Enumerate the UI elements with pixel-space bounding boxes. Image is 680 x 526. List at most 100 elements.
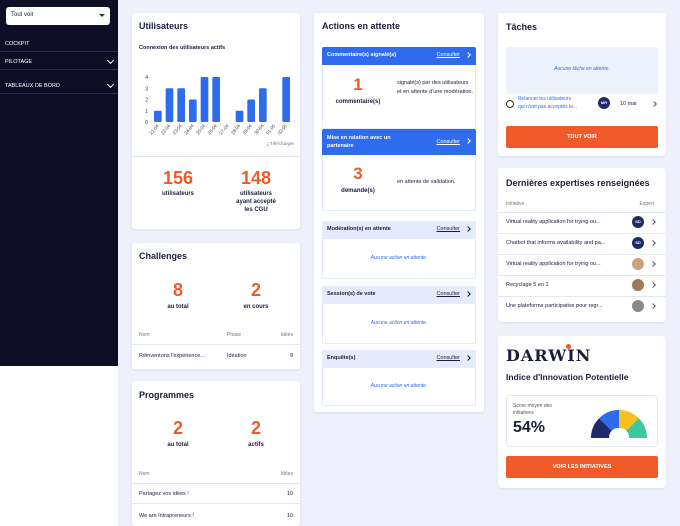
avatar (632, 300, 644, 312)
chevron-down-icon (106, 80, 115, 89)
consult-link[interactable]: Consulter (436, 139, 460, 145)
score-label-line1: Score moyen des (513, 403, 552, 409)
cgu-label-line3: les CGU (244, 207, 268, 213)
action-body-survey: Aucune action en attente. (322, 368, 476, 406)
sidebar-item-tableaux-de-bord[interactable]: TABLEAUX DE BORD (0, 78, 118, 94)
bar (154, 110, 162, 122)
chevron-down-icon (106, 56, 115, 65)
see-initiatives-button[interactable]: VOIR LES INITIATIVES (506, 456, 658, 478)
programmes-card: Programmes 2 au total 2 actifs Nom Idées… (132, 381, 300, 526)
x-tick-label: 30-04 (253, 123, 265, 135)
expertises-card: Dernières expertises renseignées Initiat… (498, 168, 666, 322)
empty-state: Aucune action en attente. (370, 320, 428, 326)
x-tick-label: 25-04 (195, 123, 207, 135)
chevron-right-icon (465, 291, 471, 297)
x-tick-label: 01-05 (265, 123, 277, 135)
darwin-title: Indice d'Innovation Potentielle (506, 372, 629, 382)
action-header-moderation: Modération(s) en attente Consulter (322, 221, 476, 239)
consult-link[interactable]: Consulter (436, 355, 460, 361)
x-tick-label: 27-04 (218, 123, 230, 135)
avatar: SD (632, 237, 644, 249)
comments-desc: signalé(s) par des utilisateurs et en at… (397, 80, 473, 95)
comments-count-label: commentaire(s) (335, 99, 381, 105)
activity-bar-chart: 0 1 2 3 4 21-04 22-04 23-04 24-04 25-04 26-04 27-04… (145, 75, 290, 135)
cgu-count: 148 (240, 168, 272, 188)
empty-state: Aucune tâche en attente. (554, 66, 610, 72)
consult-link[interactable]: Consulter (436, 52, 460, 58)
chevron-right-icon (465, 355, 471, 361)
scope-select[interactable]: Tout voir (6, 7, 110, 25)
y-tick-label: 4 (145, 75, 148, 81)
divider (132, 156, 300, 157)
avatar: SD (632, 216, 644, 228)
initiative-name: Virtual reality application for trying o… (506, 219, 601, 225)
divider (498, 254, 666, 255)
x-tick-label: 22-04 (160, 123, 172, 135)
programmes-title: Programmes (139, 390, 195, 400)
action-header-label: Mise en relation avec un partenaire (327, 135, 391, 149)
score-value: 54% (513, 419, 546, 436)
x-tick-label: 26-04 (207, 123, 219, 135)
divider (498, 212, 666, 213)
chevron-right-icon (650, 240, 656, 246)
partner-desc: en attente de validation. (397, 179, 456, 185)
action-body-comments: 1 commentaire(s) signalé(s) par des util… (322, 65, 476, 129)
action-header-label: Session(s) de vote (327, 291, 376, 297)
y-tick-label: 3 (145, 86, 148, 92)
cgu-label-line2: ayant accepté (236, 199, 276, 205)
cgu-label-line1: utilisateurs (239, 191, 272, 197)
initiative-name: Recyclage 5 en 1 (506, 282, 549, 288)
sidebar-item-cockpit[interactable]: COCKPIT (0, 36, 118, 52)
users-card: Utilisateurs Connexion des utilisateurs … (132, 13, 300, 229)
avatar (632, 279, 644, 291)
bar (165, 88, 174, 122)
action-body-partner: 3 demande(s) en attente de validation. (322, 155, 476, 211)
sidebar-item-pilotage[interactable]: PILOTAGE (0, 54, 118, 70)
score-gauge (591, 410, 647, 438)
action-body-vote: Aucune action en attente. (322, 304, 476, 344)
challenge-phase: Idéation (227, 353, 247, 359)
initiative-name: Virtual reality application for trying o… (506, 261, 601, 267)
chevron-right-icon (651, 101, 657, 107)
gauge-segment-3 (619, 410, 639, 431)
tasks-empty-box: Aucune tâche en attente. (506, 47, 658, 94)
challenges-title: Challenges (139, 251, 188, 261)
action-header-label: Enquête(s) (327, 355, 356, 361)
chevron-right-icon (465, 226, 471, 232)
darwin-logo-dot (566, 344, 571, 349)
divider (132, 503, 300, 504)
x-tick-label: 21-04 (148, 123, 160, 135)
see-all-tasks-button[interactable]: TOUT VOIR (506, 126, 658, 148)
column-header-nom: Nom (139, 471, 150, 477)
chevron-right-icon (465, 138, 471, 144)
y-tick-label: 0 (145, 120, 148, 126)
task-text-line2: qui n'ont pas acceptés le... (518, 104, 578, 110)
column-header-phase: Phase (227, 332, 242, 338)
x-tick-label: 29-04 (242, 123, 254, 135)
bar (259, 88, 267, 122)
consult-link[interactable]: Consulter (436, 291, 460, 297)
programmes-total-label: au total (167, 442, 189, 448)
programmes-active-label: actifs (248, 442, 264, 448)
challenges-active: 2 (250, 280, 261, 300)
challenge-ideas: 8 (289, 353, 293, 359)
initiative-name: Une plateforme participative pour regr..… (506, 303, 603, 309)
comments-count: 1 (353, 75, 363, 94)
challenge-name: Réinventons l'expérience... (139, 353, 205, 359)
action-header-partner: Mise en relation avec un partenaire Cons… (322, 129, 476, 155)
action-header-label: Commentaire(s) signalé(s) (327, 52, 397, 58)
sidebar-panel: Tout voir COCKPIT PILOTAGE TABLEAUX DE B… (0, 0, 118, 366)
avatar (632, 258, 644, 270)
task-checkbox[interactable] (506, 100, 514, 108)
task-text-line1: Relancer les utilisateurs (518, 96, 572, 102)
sidebar-item-label: PILOTAGE (5, 59, 33, 65)
partner-count: 3 (353, 164, 363, 183)
consult-link[interactable]: Consulter (436, 226, 460, 232)
divider (132, 344, 300, 345)
column-header-idees: Idées (280, 332, 293, 338)
download-icon: ⤓ (266, 141, 270, 146)
tasks-card: Tâches Aucune tâche en attente. Relancer… (498, 13, 666, 156)
actions-card: Actions en attente Commentaire(s) signal… (314, 13, 484, 412)
download-link[interactable]: ⤓ Télécharger (266, 141, 294, 146)
darwin-logo: DARWIN (506, 346, 592, 365)
